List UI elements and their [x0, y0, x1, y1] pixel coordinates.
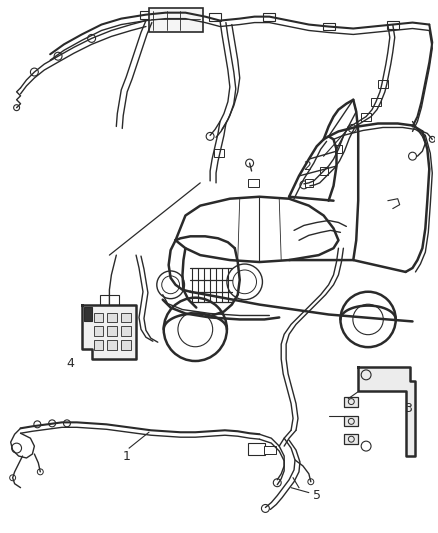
Bar [149, 7, 203, 33]
Bar [94, 340, 103, 350]
Bar [84, 306, 92, 321]
Bar [344, 434, 358, 444]
Bar [140, 11, 152, 19]
Text: 3: 3 [404, 402, 412, 415]
Text: 4: 4 [66, 358, 74, 370]
Bar [323, 22, 335, 30]
Bar [247, 179, 259, 187]
Bar [121, 340, 131, 350]
Bar [107, 312, 117, 322]
Bar [107, 326, 117, 336]
Bar [214, 149, 224, 157]
Text: 2: 2 [303, 159, 311, 173]
Bar [121, 312, 131, 322]
Bar [247, 443, 265, 455]
Bar [371, 98, 381, 106]
Bar [209, 13, 221, 21]
Bar [344, 397, 358, 407]
Bar [265, 446, 276, 454]
Bar [361, 112, 371, 120]
Bar [387, 21, 399, 28]
Bar [121, 326, 131, 336]
Bar [263, 13, 275, 21]
Bar [335, 146, 343, 153]
Bar [305, 179, 313, 187]
Bar [107, 340, 117, 350]
Bar [99, 295, 119, 304]
Polygon shape [82, 304, 136, 359]
Bar [94, 326, 103, 336]
Text: 5: 5 [313, 489, 321, 502]
Bar [94, 312, 103, 322]
Bar [320, 167, 328, 175]
Bar [344, 416, 358, 426]
Polygon shape [358, 367, 416, 456]
Bar [378, 80, 388, 88]
Text: 1: 1 [122, 449, 130, 463]
